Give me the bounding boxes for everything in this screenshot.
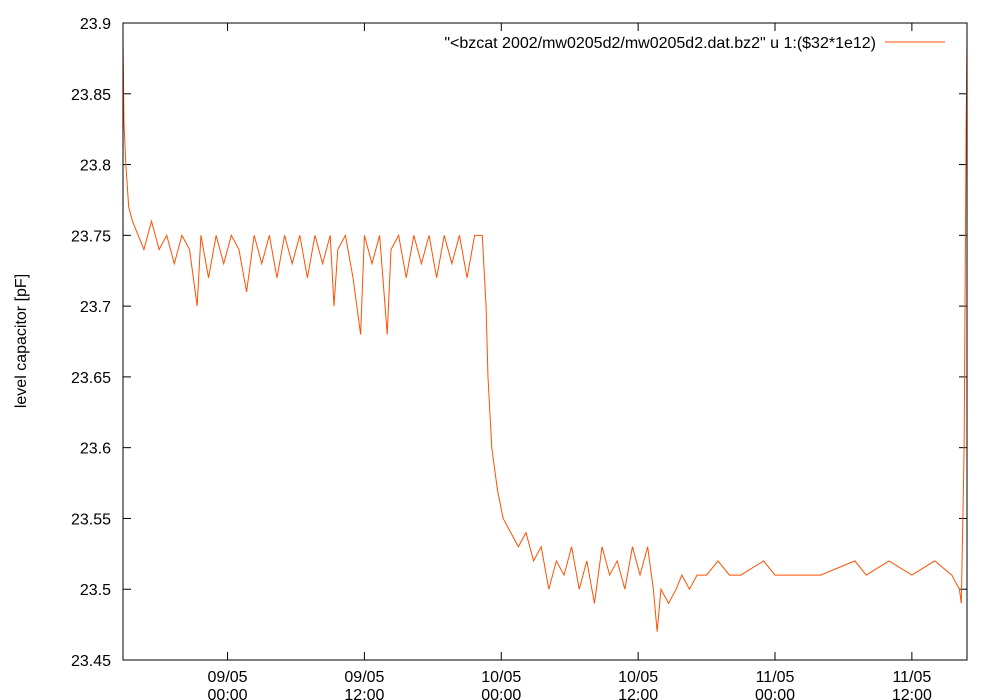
y-tick-label: 23.9 xyxy=(80,16,111,33)
y-tick-label: 23.5 xyxy=(80,582,111,599)
y-tick-label: 23.75 xyxy=(71,228,111,245)
x-tick-label: 10/05 12:00 xyxy=(618,669,658,700)
y-tick-label: 23.7 xyxy=(80,299,111,316)
plot-frame xyxy=(122,22,968,661)
x-tick-label: 11/05 00:00 xyxy=(755,669,795,700)
y-tick-label: 23.8 xyxy=(80,158,111,175)
y-tick-label: 23.55 xyxy=(71,511,111,528)
y-tick-label: 23.65 xyxy=(71,370,111,387)
y-tick-label: 23.6 xyxy=(80,441,111,458)
x-tick-label: 09/05 12:00 xyxy=(344,669,384,700)
y-axis-label: level capacitor [pF] xyxy=(13,274,30,408)
y-tick-label: 23.85 xyxy=(71,87,111,104)
x-tick-label: 10/05 00:00 xyxy=(481,669,521,700)
legend-label: "<bzcat 2002/mw0205d2/mw0205d2.dat.bz2" … xyxy=(444,35,876,52)
data-line xyxy=(122,37,968,632)
x-tick-label: 11/05 12:00 xyxy=(892,669,932,700)
y-tick-label: 23.45 xyxy=(71,653,111,670)
x-tick-label: 09/05 00:00 xyxy=(208,669,248,700)
